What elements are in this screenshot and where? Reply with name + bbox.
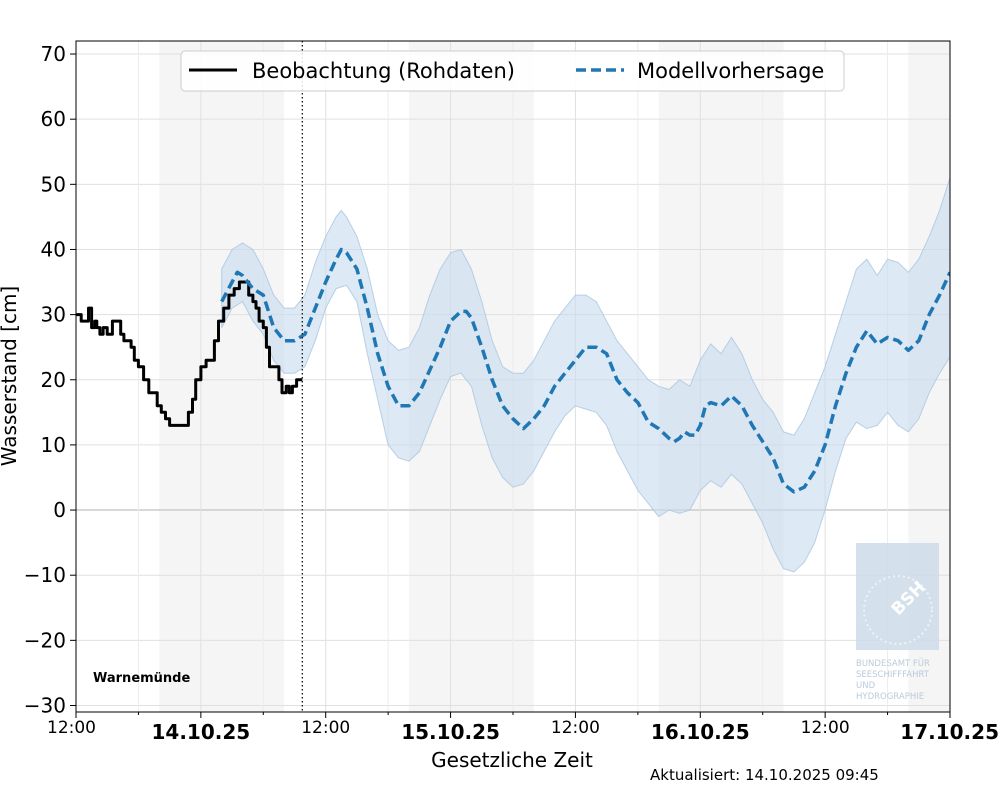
bsh-logo-box [856, 543, 939, 650]
updated-timestamp: Aktualisiert: 14.10.2025 09:45 [650, 766, 879, 784]
x-tick-label-3: 15.10.25 [401, 720, 500, 744]
series [76, 247, 950, 494]
y-tick-label-2: 50 [41, 172, 66, 196]
bsh-logo-line-3: UND [856, 681, 876, 691]
bsh-logo: BSH BUNDESAMT FÜR SEESCHIFFFAHRT UND HYD… [856, 543, 939, 702]
bsh-logo-circle [863, 575, 933, 645]
forecast-line [220, 247, 950, 494]
y-axis-label: Wasserstand [cm] [0, 286, 21, 466]
forecast-uncertainty-band [221, 177, 950, 573]
x-axis-label: Gesetzliche Zeit [431, 748, 593, 772]
station-name: Warnemünde [93, 671, 190, 686]
x-axis: 12:00 14.10.25 12:00 15.10.25 12:00 16.10.25 1… [47, 712, 999, 744]
y-tick-label-9: −20 [24, 628, 66, 652]
uncertainty-band-area [221, 177, 950, 573]
legend: Beobachtung (Rohdaten) Modellvorhersage [180, 50, 845, 92]
legend-forecast-label: Modellvorhersage [637, 59, 824, 83]
x-tick-label-7: 17.10.25 [900, 720, 999, 744]
legend-observation-label: Beobachtung (Rohdaten) [252, 59, 515, 83]
legend-box [180, 50, 845, 92]
y-tick-label-0: 70 [41, 42, 66, 66]
y-tick-label-4: 30 [41, 303, 66, 327]
x-tick-label-4: 12:00 [551, 718, 600, 738]
y-tick-label-3: 40 [41, 237, 66, 261]
observation-line [76, 280, 303, 427]
y-tick-label-1: 60 [41, 107, 66, 131]
night-band-0 [159, 41, 285, 712]
x-tick-label-0: 12:00 [47, 718, 96, 738]
bsh-logo-line-4: HYDROGRAPHIE [856, 692, 924, 702]
y-tick-label-6: 10 [41, 433, 66, 457]
y-tick-label-5: 20 [41, 368, 66, 392]
y-tick-label-8: −10 [24, 563, 66, 587]
y-axis: 70 60 50 40 30 20 10 0 −10 −20 −30 [24, 42, 76, 717]
bsh-logo-line-2: SEESCHIFFFAHRT [856, 670, 930, 680]
x-tick-label-2: 12:00 [301, 718, 350, 738]
y-tick-label-7: 0 [53, 498, 66, 522]
bsh-logo-line-1: BUNDESAMT FÜR [856, 658, 930, 669]
y-tick-label-10: −30 [24, 693, 66, 717]
x-tick-label-1: 14.10.25 [152, 720, 251, 744]
x-tick-label-5: 16.10.25 [651, 720, 750, 744]
x-tick-label-6: 12:00 [801, 718, 850, 738]
